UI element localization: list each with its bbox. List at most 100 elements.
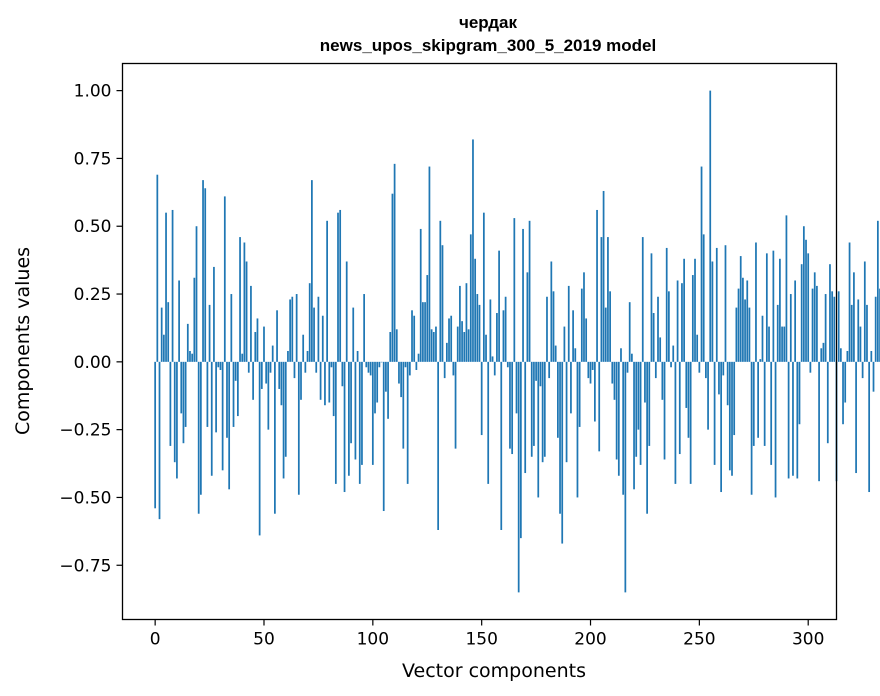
bar-59 <box>282 361 285 479</box>
bar-283 <box>770 361 773 465</box>
bar-258 <box>715 247 718 362</box>
y-tick-label: 1.00 <box>74 82 112 102</box>
bar-53 <box>269 361 272 373</box>
bar-66 <box>297 361 300 495</box>
bar-7 <box>169 361 172 446</box>
bar-271 <box>744 299 746 362</box>
bar-38 <box>237 361 239 417</box>
bar-212 <box>615 361 618 460</box>
bar-316 <box>842 361 844 425</box>
bar-153 <box>487 361 490 484</box>
bar-330 <box>872 361 875 392</box>
bar-125 <box>426 275 429 362</box>
bar-255 <box>709 90 712 362</box>
bar-50 <box>263 326 265 362</box>
bar-315 <box>839 348 842 362</box>
bar-10 <box>176 361 178 479</box>
bar-88 <box>345 261 348 362</box>
bar-301 <box>809 361 812 373</box>
bar-168 <box>519 361 522 539</box>
bar-134 <box>445 342 448 362</box>
bar-210 <box>611 361 614 384</box>
bar-0 <box>154 361 157 509</box>
bar-252 <box>702 234 705 362</box>
bar-17 <box>191 353 194 362</box>
bar-80 <box>328 361 331 403</box>
bar-270 <box>742 277 744 362</box>
x-tick-label: 50 <box>253 630 275 650</box>
bar-208 <box>607 237 609 362</box>
bar-117 <box>408 361 411 376</box>
bar-71 <box>308 283 311 362</box>
bar-225 <box>644 361 646 403</box>
bar-289 <box>783 326 786 362</box>
bar-260 <box>720 361 722 493</box>
bar-169 <box>522 228 524 362</box>
x-tick-label: 250 <box>683 630 715 650</box>
bar-224 <box>641 237 644 362</box>
bar-103 <box>378 361 381 368</box>
bar-114 <box>402 361 405 449</box>
y-tick-label: 0.00 <box>74 353 112 373</box>
bar-296 <box>798 361 801 425</box>
bar-143 <box>465 283 468 362</box>
bar-77 <box>321 315 324 362</box>
bar-149 <box>478 304 481 362</box>
bar-184 <box>554 345 557 362</box>
bar-323 <box>857 299 860 362</box>
bar-19 <box>195 226 198 362</box>
bar-39 <box>239 237 241 362</box>
bar-111 <box>395 329 398 362</box>
bar-82 <box>332 361 335 417</box>
bar-15 <box>186 323 189 362</box>
bar-131 <box>439 220 442 362</box>
y-tick-label: 0.25 <box>74 285 112 305</box>
bar-93 <box>356 350 359 362</box>
bar-291 <box>787 361 790 479</box>
bar-329 <box>870 350 873 362</box>
bar-156 <box>493 361 496 376</box>
bar-190 <box>567 285 570 362</box>
bar-214 <box>620 348 622 362</box>
bar-215 <box>622 361 625 495</box>
bar-237 <box>670 361 672 368</box>
bar-238 <box>672 345 675 362</box>
bar-105 <box>382 361 385 512</box>
bar-118 <box>411 310 413 362</box>
bar-206 <box>602 190 605 362</box>
bar-98 <box>367 361 370 373</box>
bar-189 <box>565 361 568 463</box>
bar-18 <box>193 277 196 362</box>
bar-325 <box>861 361 864 379</box>
bar-106 <box>385 361 387 392</box>
bar-273 <box>748 307 751 362</box>
bar-97 <box>365 361 368 368</box>
bar-22 <box>202 180 204 362</box>
x-tick-label: 0 <box>150 630 161 650</box>
bar-73 <box>313 307 315 362</box>
bar-154 <box>489 299 492 362</box>
bar-107 <box>387 361 389 419</box>
bar-12 <box>180 361 183 414</box>
bar-55 <box>274 361 276 514</box>
bar-183 <box>552 291 555 362</box>
bar-244 <box>685 361 688 408</box>
bar-309 <box>826 361 829 444</box>
bar-307 <box>822 342 825 362</box>
bar-232 <box>659 337 662 362</box>
y-tick-label: −0.50 <box>59 488 111 508</box>
bar-83 <box>334 361 337 484</box>
bar-179 <box>543 361 546 457</box>
bar-199 <box>587 361 590 379</box>
bar-172 <box>528 220 531 362</box>
bar-242 <box>681 283 683 362</box>
bar-150 <box>480 361 483 436</box>
bar-62 <box>289 299 291 362</box>
x-axis: 0 50 100 150 200 250 300 <box>150 619 824 650</box>
bar-182 <box>550 261 553 362</box>
y-tick-label: −0.75 <box>59 556 111 576</box>
bar-257 <box>713 361 716 465</box>
bar-94 <box>358 361 361 484</box>
bar-32 <box>223 196 226 362</box>
bar-115 <box>404 361 407 368</box>
